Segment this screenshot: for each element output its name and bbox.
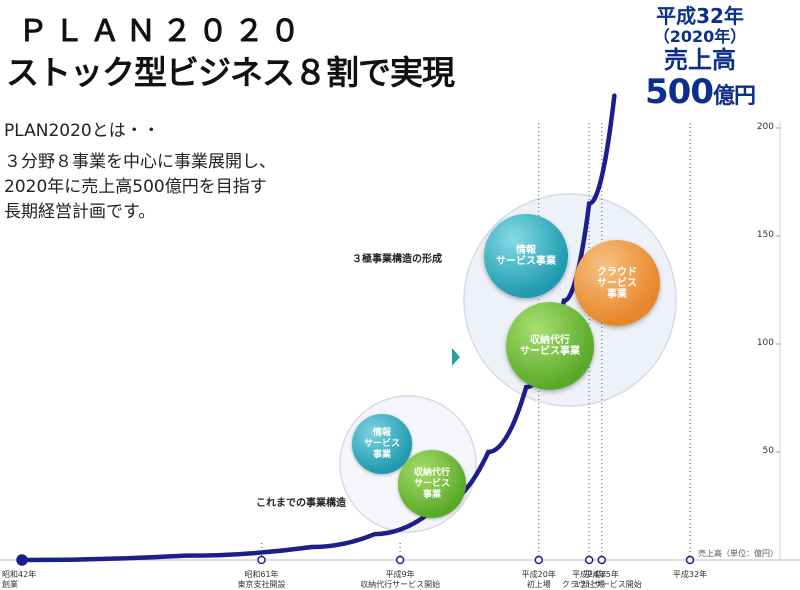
page-title-line1: ＰＬＡＮ２０２０	[18, 14, 306, 49]
x-tick-label-line: 平成9年	[385, 570, 415, 579]
bubble-collection-service-past: 収納代行 サービス 事業	[398, 450, 466, 518]
goal-callout: 平成32年 （2020年） 売上高 500億円	[636, 4, 764, 115]
description-line: ３分野８事業を中心に事業展開し、	[4, 152, 276, 172]
x-mark-dot	[257, 555, 266, 565]
bubble-collection-service: 収納代行 サービス事業	[506, 302, 594, 390]
y-tick-label: 150	[756, 230, 774, 240]
bubble-info-service: 情報 サービス事業	[484, 214, 568, 298]
y-tick-label: 200	[756, 122, 774, 132]
x-tick-label-line: 昭和61年	[244, 570, 279, 579]
goal-amount: 500億円	[636, 74, 764, 115]
y-axis-label: 売上高（単位：億円）	[698, 549, 778, 558]
x-tick-label: 平成24年 １部上場	[544, 570, 634, 590]
goal-year: 平成32年	[656, 4, 744, 28]
x-mark-dot	[597, 555, 607, 565]
x-tick-label-line: 初上場	[526, 580, 551, 589]
x-tick-label: 平成32年	[645, 570, 735, 580]
bubble-info-service-past: 情報 サービス 事業	[352, 414, 412, 474]
x-tick-label-line: 昭和42年	[2, 570, 37, 579]
goal-label: 売上高	[664, 46, 736, 74]
x-tick-label: 平成25年 クラウドサービス開始	[557, 570, 647, 590]
three-pillar-label: ３極事業構造の形成	[352, 254, 442, 265]
description-line: 2020年に売上高500億円を目指す	[4, 177, 267, 197]
x-tick-label: 平成9年 収納代行サービス開始	[355, 570, 445, 590]
x-tick-label-line: 収納代行サービス開始	[360, 580, 441, 589]
x-tick-label-line: 平成20年	[521, 570, 556, 579]
x-mark-dot	[534, 555, 544, 565]
x-tick-label-line: 平成32年	[672, 570, 708, 579]
y-tick-label: 100	[756, 338, 774, 348]
x-tick-label-line: １部上場	[573, 580, 606, 589]
x-tick-label-line: クラウドサービス開始	[561, 580, 642, 589]
x-tick-label-line: 平成25年	[584, 570, 619, 579]
y-tick-label: 50	[762, 446, 774, 456]
description-line: 長期経営計画です。	[4, 202, 156, 222]
description: ３分野８事業を中心に事業展開し、 2020年に売上高500億円を目指す 長期経営…	[4, 150, 276, 225]
x-tick-label: 昭和61年 東京支社開設	[216, 570, 306, 590]
lead-text: PLAN2020とは・・	[4, 121, 160, 141]
bubble-cloud-service: クラウド サービス 事業	[574, 240, 660, 326]
page-title-line2: ストック型ビジネス８割で実現	[6, 53, 455, 92]
transition-arrow	[452, 348, 460, 366]
x-tick-label-line: 東京支社開設	[237, 580, 286, 589]
x-tick-label-line: 創業	[2, 580, 18, 589]
x-mark-dot	[685, 555, 695, 565]
goal-amount-value: 500	[645, 72, 714, 112]
x-tick-label: 昭和42年 創業	[2, 570, 36, 590]
x-tick-label: 平成20年 初上場	[494, 570, 584, 590]
goal-year-western: （2020年）	[653, 27, 747, 46]
past-structure-label: これまでの事業構造	[256, 498, 346, 509]
x-tick-label-line: 平成24年	[572, 570, 607, 579]
goal-amount-unit: 億円	[712, 84, 756, 109]
x-mark-dot	[395, 555, 405, 565]
x-mark-dot	[584, 555, 594, 565]
